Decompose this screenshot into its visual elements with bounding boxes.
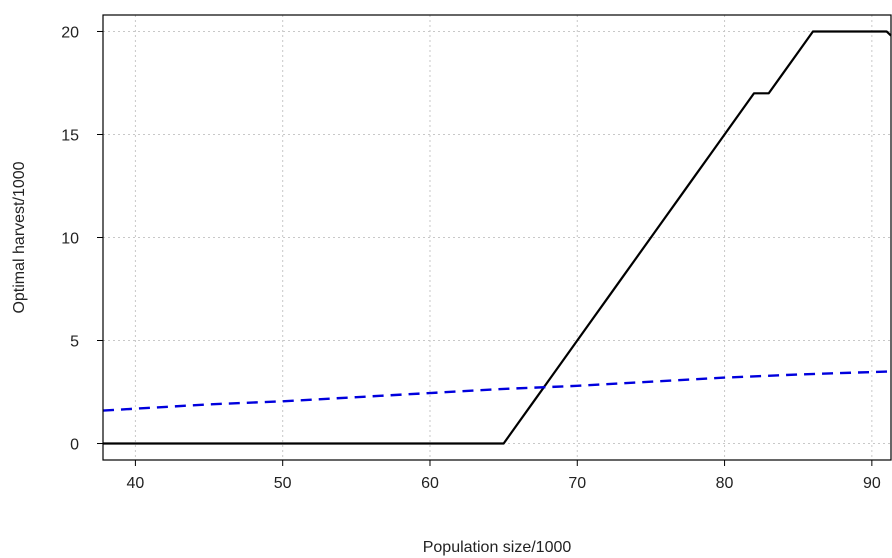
x-tick-label: 50 [274,475,292,492]
series-layer [102,30,892,445]
x-tick-label: 60 [421,475,439,492]
y-tick-label: 0 [70,437,79,454]
y-tick-label: 10 [61,231,79,248]
dashed-series-line [102,370,892,412]
x-axis-title: Population size/1000 [423,539,572,556]
x-tick-label: 70 [568,475,586,492]
y-axis-title: Optimal harvest/1000 [11,161,28,313]
tick-layer: 40 50 60 70 80 90 0 5 10 15 20 [61,24,881,492]
y-tick-label: 20 [61,24,79,41]
x-tick-label: 80 [716,475,734,492]
solid-series-line [103,30,892,445]
x-tick-label: 90 [863,475,881,492]
grid-layer [103,15,891,460]
plot-frame [102,14,892,461]
y-tick-label: 15 [61,127,79,144]
x-tick-label: 40 [127,475,145,492]
y-tick-label: 5 [70,334,79,351]
